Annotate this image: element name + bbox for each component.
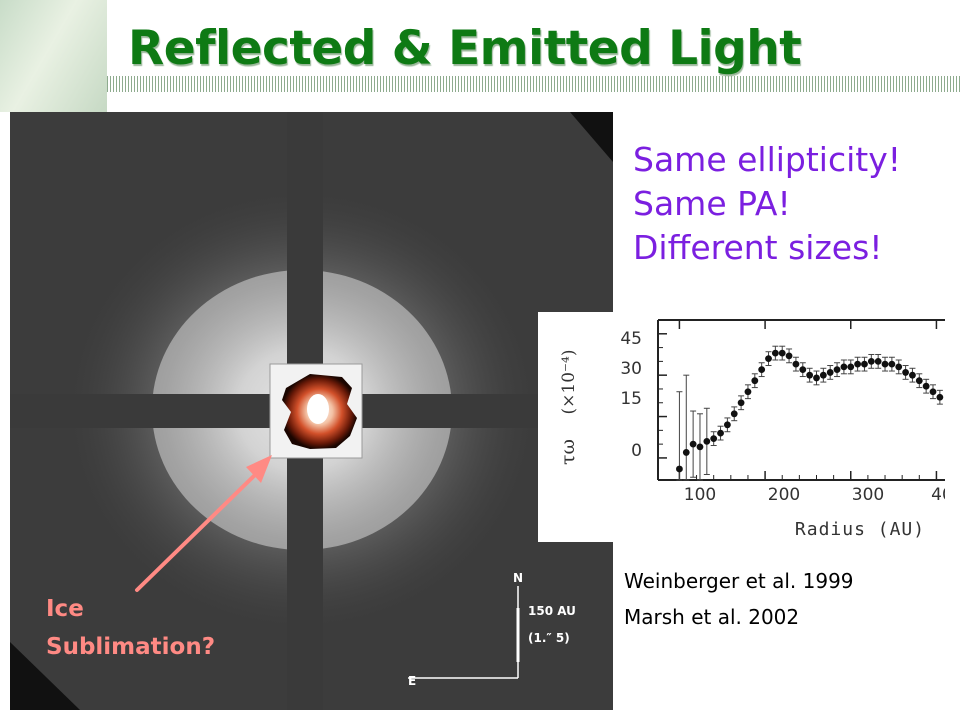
data-point (819, 371, 827, 379)
radial-profile-plot: 45 30 15 0 100 200 300 40 Radius (AU) τω… (538, 312, 953, 542)
data-point (895, 363, 903, 371)
data-point (778, 349, 786, 357)
thermal-disk-core (307, 394, 329, 424)
data-point (765, 355, 772, 363)
y-axis-label-symbol: τω (557, 439, 579, 465)
data-point (902, 369, 909, 376)
data-point (874, 357, 882, 365)
y-tick-label: 15 (620, 389, 642, 409)
title-accent-block (0, 0, 107, 112)
data-point (792, 360, 800, 368)
scale-bar-label: 150 AU (528, 604, 576, 618)
data-point (758, 366, 766, 374)
data-point (730, 410, 738, 418)
reference-weinberger: Weinberger et al. 1999 (624, 569, 854, 593)
callout-line-pa: Same PA! (633, 184, 791, 223)
data-point (909, 371, 916, 379)
plot-data-points (676, 345, 944, 481)
data-point (915, 377, 923, 385)
data-point (806, 371, 814, 379)
data-point (785, 352, 793, 360)
plot-ticks (658, 320, 938, 480)
data-point (861, 360, 868, 368)
compass-north-label: N (513, 571, 523, 585)
data-point (840, 363, 848, 371)
data-point (723, 421, 731, 429)
x-axis-label: Radius (AU) (795, 519, 925, 540)
data-point (929, 388, 937, 396)
ice-label-line-1: Ice (46, 596, 84, 622)
data-point (703, 437, 711, 445)
compass-east-label: E (408, 674, 416, 688)
ice-sublimation-label: Ice Sublimation? (46, 590, 215, 666)
data-point (847, 363, 855, 371)
field-corner (570, 112, 613, 162)
y-tick-label: 45 (620, 329, 642, 349)
data-point (737, 399, 745, 407)
data-point (833, 366, 841, 374)
title-rule (107, 76, 960, 92)
data-point (826, 369, 834, 376)
reference-marsh: Marsh et al. 2002 (624, 605, 800, 629)
ice-label-line-2: Sublimation? (46, 634, 216, 660)
data-point (881, 360, 889, 368)
x-tick-label: 300 (852, 485, 884, 505)
x-tick-label: 100 (684, 485, 716, 505)
data-point (799, 366, 807, 374)
data-point (682, 449, 690, 456)
y-tick-label: 0 (631, 441, 642, 461)
x-tick-label: 200 (768, 485, 800, 505)
plot-canvas: 45 30 15 0 100 200 300 40 Radius (AU) τω… (557, 319, 953, 540)
data-point (717, 429, 724, 437)
data-point (696, 443, 704, 451)
data-point (936, 393, 944, 401)
data-point (676, 465, 683, 473)
scale-bar-sublabel: (1.″ 5) (528, 631, 570, 645)
y-tick-label: 30 (620, 359, 642, 379)
data-point (771, 349, 779, 357)
callout-text: Same ellipticity! Same PA! Different siz… (633, 138, 901, 270)
y-axis-label-unit: (×10⁻⁴) (559, 350, 579, 415)
callout-line-sizes: Different sizes! (633, 228, 883, 267)
plot-axes-frame (657, 319, 945, 481)
references: Weinberger et al. 1999 Marsh et al. 2002 (624, 563, 854, 635)
data-point (689, 440, 697, 448)
data-point (710, 435, 718, 443)
data-point (813, 374, 820, 382)
x-tick-label: 40 (931, 485, 945, 505)
data-point (854, 360, 862, 368)
data-point (751, 377, 759, 385)
data-point (867, 357, 875, 365)
callout-line-ellipticity: Same ellipticity! (633, 140, 901, 179)
field-corner (10, 642, 80, 710)
data-point (888, 360, 896, 368)
data-point (744, 388, 752, 396)
slide-title: Reflected & Emitted Light (128, 21, 802, 76)
data-point (922, 382, 930, 390)
